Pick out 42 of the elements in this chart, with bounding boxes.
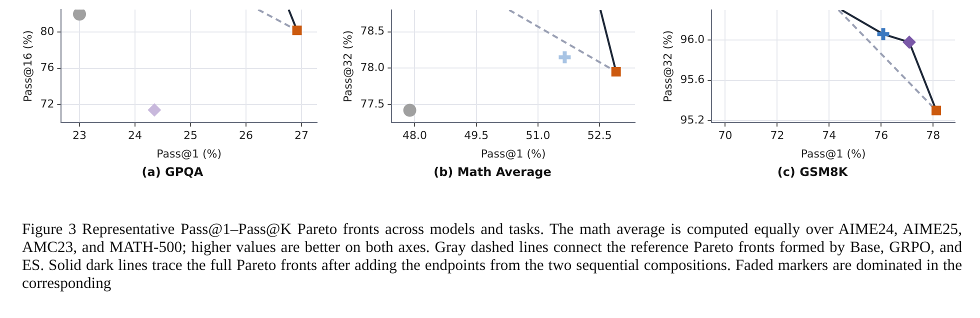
text: (a) GPQA	[140, 165, 204, 179]
y-axis-title: Pass@32 (%)	[341, 30, 354, 102]
x-tick-label: 49.5	[464, 129, 489, 142]
text: (b) Math Average	[432, 165, 552, 179]
x-tick-label: 23	[72, 129, 87, 142]
y-tick-label: 76	[40, 61, 54, 74]
point	[148, 103, 161, 116]
x-tick-label: 24	[128, 129, 142, 142]
y-tick-label: 72	[40, 97, 54, 110]
x-tick-label: 27	[294, 129, 308, 142]
x-tick-label: 78	[926, 129, 940, 142]
x-tick-label: 74	[822, 129, 836, 142]
y-axis-title: Pass@32 (%)	[661, 30, 674, 102]
y-tick-label: 96.0	[680, 33, 705, 46]
point	[932, 106, 942, 116]
y-tick-label: 95.6	[680, 73, 705, 86]
x-tick-label: 26	[238, 129, 253, 142]
y-tick-label: 77.5	[360, 97, 385, 110]
x-tick-label: 52.5	[587, 129, 612, 142]
caption: Figure 3 Representative Pass@1–Pass@K Pareto fronts across models and tasks. The math average is computed equally over AIME24, AIME25, AMC23, and MATH-500; higher values are better on both axes. Gray dashed lines connect the reference Pareto fronts formed by Base, GRPO, and ES. Solid dark lines trace the full Pareto fronts after adding the endpoints from the two sequential compositions. Faded markers are dominated in the corresponding	[22, 221, 962, 293]
x-axis-title: Pass@1 (%)	[800, 147, 866, 160]
point	[902, 36, 916, 49]
x-axis-title: Pass@1 (%)	[480, 147, 546, 160]
x-tick-label: 48.0	[402, 129, 427, 142]
x-tick-label: 25	[183, 129, 198, 142]
point	[292, 26, 302, 36]
y-tick-label: 78.0	[360, 60, 385, 74]
x-tick-label: 76	[874, 129, 888, 142]
x-tick-label: 72	[770, 129, 784, 142]
x-tick-label: 70	[718, 129, 732, 142]
x-tick-label: 51.0	[526, 129, 550, 142]
y-tick-label: 80	[40, 25, 54, 38]
point	[403, 104, 416, 117]
text: (c) GSM8K	[776, 165, 849, 179]
point	[556, 49, 573, 66]
y-axis-title: Pass@16 (%)	[21, 30, 34, 102]
y-tick-label: 78.5	[360, 24, 385, 38]
point	[73, 10, 86, 21]
y-tick-label: 95.2	[680, 113, 705, 126]
x-axis-title: Pass@1 (%)	[156, 147, 222, 160]
point	[611, 67, 621, 76]
point	[875, 26, 892, 42]
